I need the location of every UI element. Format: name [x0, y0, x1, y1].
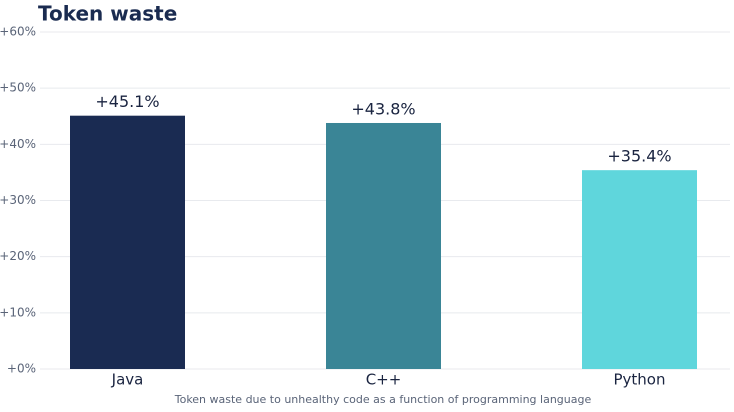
value-label: +35.4% [607, 147, 671, 166]
y-tick-label: +0% [7, 362, 36, 376]
y-tick-label: +60% [0, 25, 36, 39]
value-label: +43.8% [351, 99, 415, 118]
x-tick-label: Java [111, 371, 144, 389]
x-tick-label: C++ [366, 371, 402, 389]
x-tick-label: Python [614, 371, 666, 389]
chart-caption: Token waste due to unhealthy code as a f… [174, 393, 592, 406]
bar [70, 115, 185, 370]
chart-title: Token waste [38, 2, 177, 26]
y-tick-label: +50% [0, 81, 36, 95]
y-tick-label: +20% [0, 249, 36, 263]
y-tick-label: +40% [0, 137, 36, 151]
y-tick-label: +10% [0, 305, 36, 319]
y-tick-label: +30% [0, 193, 36, 207]
bar [582, 170, 697, 369]
value-label: +45.1% [95, 92, 159, 111]
bar [326, 122, 441, 370]
